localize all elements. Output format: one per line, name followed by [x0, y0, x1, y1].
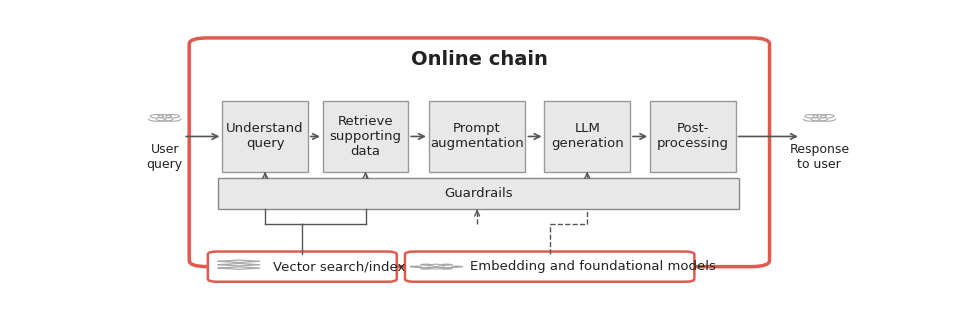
Text: Vector search/index: Vector search/index	[273, 260, 405, 273]
Text: User
query: User query	[147, 143, 182, 171]
Text: Online chain: Online chain	[411, 50, 548, 69]
FancyBboxPatch shape	[223, 101, 308, 172]
FancyBboxPatch shape	[544, 101, 630, 172]
Text: Guardrails: Guardrails	[444, 187, 513, 200]
FancyBboxPatch shape	[323, 101, 408, 172]
FancyBboxPatch shape	[650, 101, 735, 172]
Text: Retrieve
supporting
data: Retrieve supporting data	[329, 115, 401, 158]
Text: Understand
query: Understand query	[227, 123, 304, 150]
FancyBboxPatch shape	[207, 252, 396, 282]
FancyBboxPatch shape	[405, 252, 694, 282]
FancyBboxPatch shape	[218, 178, 739, 210]
FancyBboxPatch shape	[429, 101, 525, 172]
Text: Embedding and foundational models: Embedding and foundational models	[469, 260, 715, 273]
Text: Prompt
augmentation: Prompt augmentation	[430, 123, 524, 150]
Text: Post-
processing: Post- processing	[657, 123, 729, 150]
Text: Response
to user: Response to user	[789, 143, 850, 171]
Text: LLM
generation: LLM generation	[551, 123, 624, 150]
FancyBboxPatch shape	[189, 38, 770, 267]
